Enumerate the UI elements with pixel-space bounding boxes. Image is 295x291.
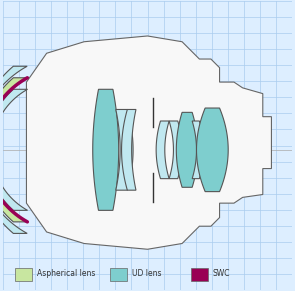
Polygon shape <box>93 89 119 210</box>
Bar <box>191 268 208 281</box>
Polygon shape <box>156 121 169 179</box>
Polygon shape <box>169 121 182 179</box>
Polygon shape <box>0 66 27 233</box>
Polygon shape <box>176 112 198 187</box>
Bar <box>110 268 127 281</box>
Bar <box>15 268 32 281</box>
Polygon shape <box>0 78 27 222</box>
Text: SWC: SWC <box>212 269 230 278</box>
Text: Aspherical lens: Aspherical lens <box>37 269 95 278</box>
Polygon shape <box>27 36 271 249</box>
Polygon shape <box>196 108 228 191</box>
Polygon shape <box>122 109 136 190</box>
Polygon shape <box>192 121 204 179</box>
Text: UD lens: UD lens <box>132 269 161 278</box>
Polygon shape <box>0 89 27 210</box>
Polygon shape <box>116 109 133 190</box>
